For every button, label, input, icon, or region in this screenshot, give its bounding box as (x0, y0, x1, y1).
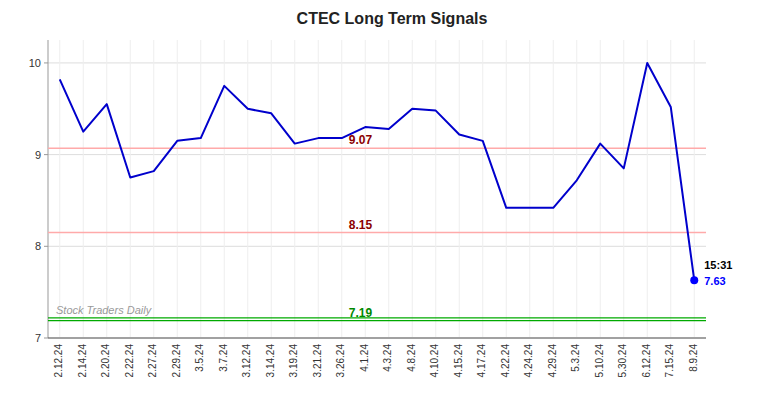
x-tick-label: 4.3.24 (382, 344, 393, 372)
x-tick-label: 3.19.24 (288, 344, 299, 378)
grid-line (247, 40, 248, 338)
x-tick-label: 2.20.24 (100, 344, 111, 378)
x-tick-label: 4.8.24 (406, 344, 417, 372)
grid-line (130, 40, 131, 338)
price-line (60, 63, 695, 280)
grid-line (83, 40, 84, 338)
y-tick (44, 246, 48, 247)
grid-line (600, 40, 601, 338)
chart: CTEC Long Term Signals 7 8 9 10 2.12.24 2.14.2… (0, 0, 784, 398)
grid-line (482, 40, 483, 338)
grid-line (341, 40, 342, 338)
grid-line (48, 338, 706, 339)
signal-line (48, 317, 706, 318)
x-tick-label: 4.29.24 (547, 344, 558, 378)
x-tick-label: 4.22.24 (500, 344, 511, 378)
x-tick-label: 3.7.24 (218, 344, 229, 372)
grid-line (318, 40, 319, 338)
x-tick-label: 2.14.24 (77, 344, 88, 378)
grid-line (200, 40, 201, 338)
y-tick (44, 62, 48, 63)
y-tick-label: 8 (35, 240, 41, 252)
x-tick-label: 3.21.24 (312, 344, 323, 378)
signal-label: 9.07 (349, 133, 373, 147)
x-tick-label: 2.27.24 (147, 344, 158, 378)
last-annotation: 15:31 (704, 259, 732, 271)
grid-line (48, 154, 706, 155)
y-tick-label: 7 (35, 332, 41, 344)
grid-line (529, 40, 530, 338)
grid-line (576, 40, 577, 338)
last-point (690, 276, 698, 284)
x-tick-label: 6.12.24 (641, 344, 652, 378)
x-tick-label: 5.10.24 (594, 344, 605, 378)
last-annotation: 7.63 (704, 275, 725, 287)
grid-line (48, 246, 706, 247)
x-tick-label: 2.12.24 (53, 344, 64, 378)
signal-label: 8.15 (349, 218, 373, 232)
x-tick-label: 7.15.24 (664, 344, 675, 378)
y-tick-label: 10 (29, 57, 41, 69)
watermark: Stock Traders Daily (56, 304, 153, 316)
x-axis (48, 338, 706, 339)
grid-line (694, 40, 695, 338)
x-tick-label: 4.24.24 (523, 344, 534, 378)
grid-line (271, 40, 272, 338)
grid-line (388, 40, 389, 338)
y-tick (44, 154, 48, 155)
y-axis (48, 40, 49, 338)
grid (48, 40, 706, 338)
grid-line (177, 40, 178, 338)
grid-line (48, 62, 706, 63)
signal-line (48, 320, 706, 321)
x-tick-label: 3.12.24 (241, 344, 252, 378)
signal-line (48, 147, 706, 148)
grid-line (553, 40, 554, 338)
grid-line (623, 40, 624, 338)
grid-line (435, 40, 436, 338)
grid-line (106, 40, 107, 338)
x-tick-label: 4.10.24 (429, 344, 440, 378)
grid-line (153, 40, 154, 338)
x-tick-label: 3.26.24 (335, 344, 346, 378)
x-tick-label: 3.5.24 (194, 344, 205, 372)
grid-line (647, 40, 648, 338)
x-tick-label: 3.14.24 (265, 344, 276, 378)
grid-line (294, 40, 295, 338)
grid-line (224, 40, 225, 338)
x-tick-label: 2.22.24 (124, 344, 135, 378)
signal-label: 7.19 (349, 306, 373, 320)
x-tick-label: 4.17.24 (476, 344, 487, 378)
grid-line (412, 40, 413, 338)
x-tick-label: 8.9.24 (688, 344, 699, 372)
title: CTEC Long Term Signals (297, 10, 488, 27)
y-tick (44, 338, 48, 339)
signal-line (48, 232, 706, 233)
grid-line (670, 40, 671, 338)
grid-line (59, 40, 60, 338)
x-tick-label: 2.29.24 (171, 344, 182, 378)
x-tick-label: 4.15.24 (453, 344, 464, 378)
grid-line (365, 40, 366, 338)
y-tick-label: 9 (35, 149, 41, 161)
x-tick-label: 5.3.24 (570, 344, 581, 372)
x-tick-label: 5.30.24 (617, 344, 628, 378)
grid-line (459, 40, 460, 338)
x-tick-label: 4.1.24 (359, 344, 370, 372)
grid-line (506, 40, 507, 338)
series (60, 63, 699, 284)
